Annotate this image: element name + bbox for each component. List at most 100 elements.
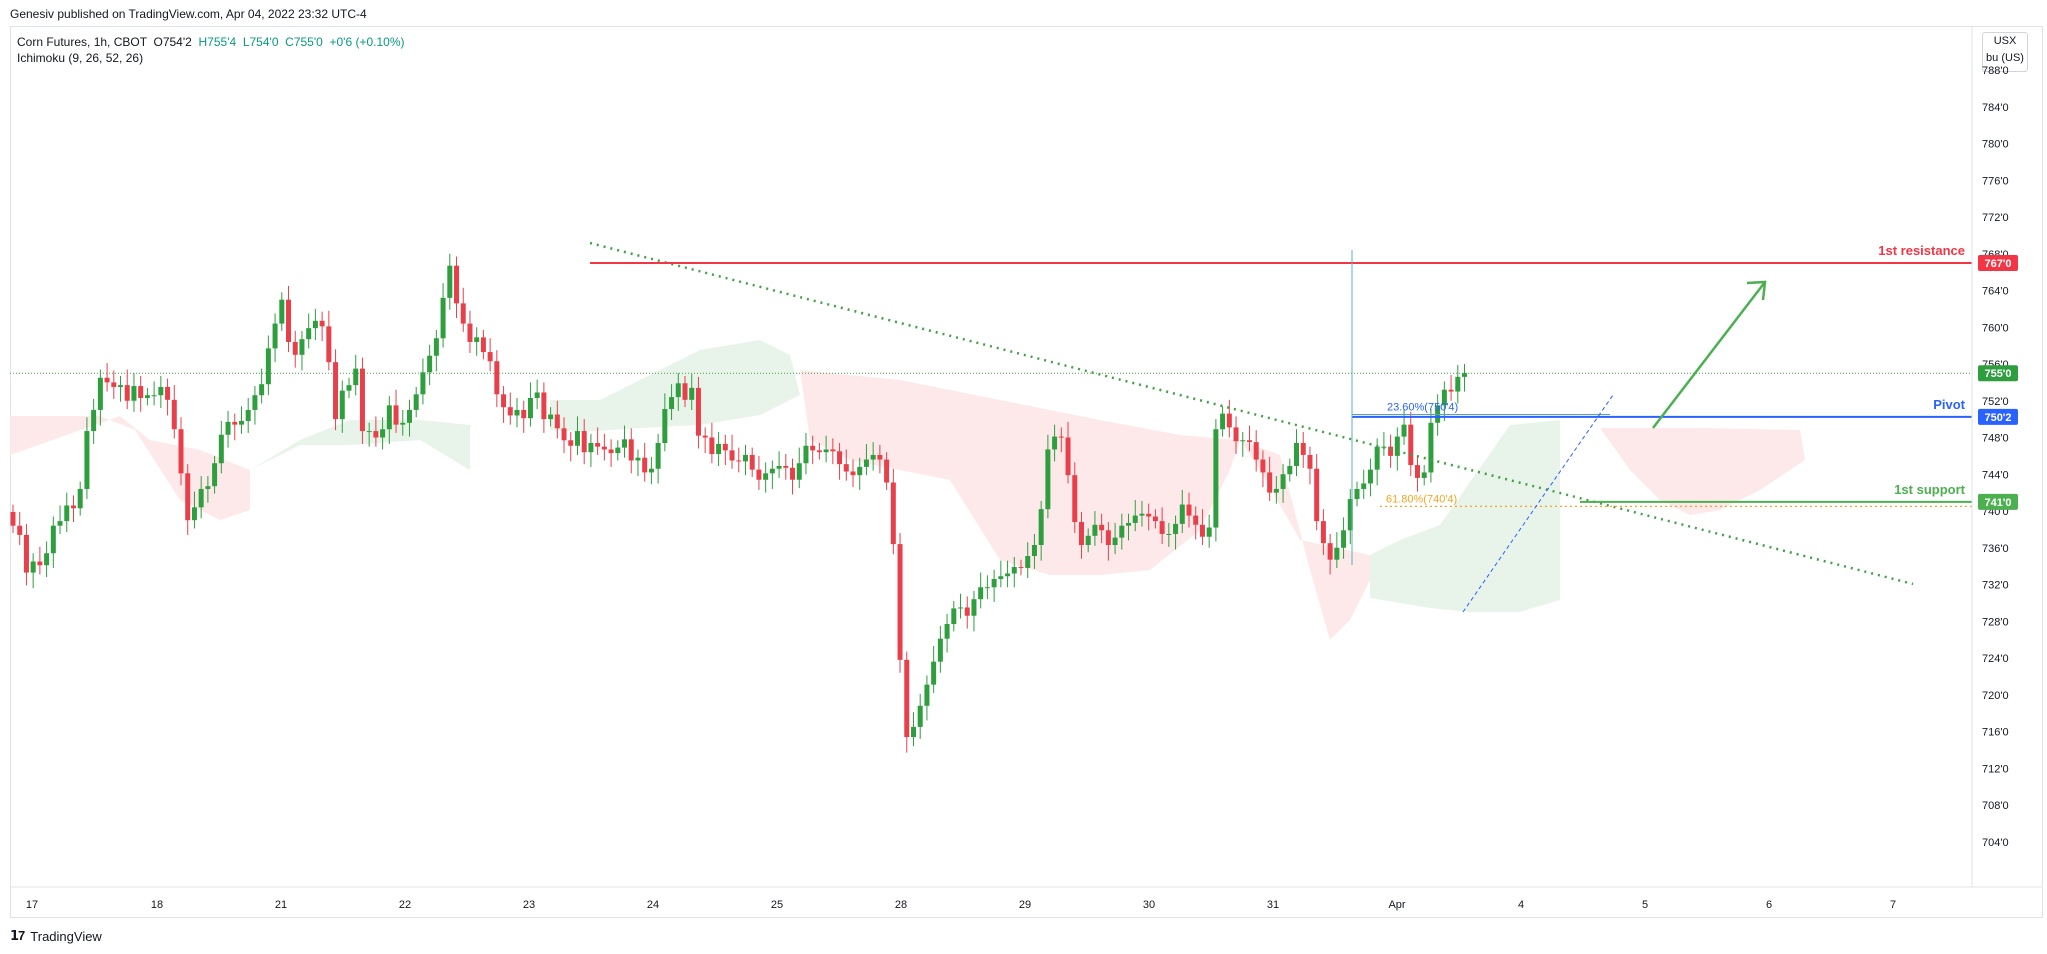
candle-body [212,463,218,487]
candle-body [447,265,453,298]
candle-body [877,454,883,460]
candle-body [588,443,594,453]
x-tick-label: 21 [275,899,287,911]
candle-body [1421,472,1427,478]
candle-body [863,459,869,467]
y-tick-label: 744'0 [1982,469,2009,481]
support-label: 1st support [1894,482,1965,497]
candle-body [1099,524,1105,531]
candle-body [917,705,923,727]
candle-body [165,386,171,400]
ichimoku-cloud-5 [1370,420,1560,612]
symbol-legend[interactable]: Corn Futures, 1h, CBOT O754'2 H755'4 L75… [17,34,405,51]
candle-body [306,328,312,340]
candle-body [958,607,964,609]
x-tick-label: 22 [399,899,411,911]
candle-body [642,457,648,473]
pivot-badge-label: 750'2 [1984,412,2011,424]
candle-body [1307,454,1313,469]
candle-body [1058,436,1064,438]
candle-body [1085,535,1091,545]
candle-body [232,421,238,425]
candle-body [346,385,352,391]
candle-body [480,337,486,353]
candle-body [763,473,769,480]
candle-body [1206,527,1212,537]
y-tick-label: 732'0 [1982,580,2009,592]
y-tick-label: 728'0 [1982,616,2009,628]
candle-body [259,384,265,396]
candle-body [1105,530,1111,545]
change-value: +0'6 (+0.10%) [329,35,405,49]
candle-body [1018,567,1024,569]
candle-body [319,320,325,327]
candle-body [628,439,634,461]
candle-body [467,323,473,342]
candle-body [23,534,29,573]
candle-body [64,505,70,522]
candle-body [964,607,970,616]
candle-body [118,385,124,387]
candle-body [1273,488,1279,493]
candle-body [870,454,876,460]
candle-body [312,320,318,329]
candle-body [84,431,90,489]
candle-body [527,397,533,419]
y-tick-label: 772'0 [1982,212,2009,224]
candle-body [1072,475,1078,523]
candle-body [830,449,836,452]
currency-label: USX [1993,35,2017,47]
candle-body [1280,474,1286,489]
candle-body [951,608,957,625]
x-tick-label: 4 [1518,899,1524,911]
candle-body [884,459,890,483]
candle-body [790,467,796,480]
x-tick-label: 17 [26,899,38,911]
candle-body [326,326,332,363]
candle-body [1112,537,1118,545]
candle-body [1065,437,1071,476]
candle-body [454,265,460,304]
candle-body [924,684,930,706]
candle-body [1267,472,1273,493]
candle-body [783,465,789,468]
candle-body [736,460,742,462]
candle-body [50,525,56,554]
x-tick-label: 25 [771,899,783,911]
footer-brand[interactable]: 𝟭7 TradingView [10,928,102,944]
y-tick-label: 704'0 [1982,837,2009,849]
candle-body [843,464,849,472]
candle-body [1159,521,1165,534]
candle-body [971,599,977,616]
candle-body [1354,488,1360,500]
candle-body [10,511,16,526]
candle-body [722,443,728,451]
candle-body [1260,459,1266,473]
candle-body [353,368,359,386]
candle-body [675,383,681,398]
candle-body [1011,567,1017,574]
candle-body [1179,504,1185,524]
candle-body [608,449,614,454]
x-tick-label: 24 [647,899,659,911]
candle-body [1455,376,1461,392]
currency-unit-selector[interactable]: USX bu (US) [1982,32,2028,72]
candle-body [1334,547,1340,560]
candle-body [534,392,540,398]
unit-label: bu (US) [1986,52,2024,64]
candle-body [662,409,668,444]
ichimoku-cloud-4 [1240,440,1370,640]
resistance-badge [1978,254,2018,271]
x-tick-label: 29 [1019,899,1031,911]
indicator-legend[interactable]: Ichimoku (9, 26, 52, 26) [17,51,144,65]
candle-body [1448,389,1454,392]
publisher-line: Genesiv published on TradingView.com, Ap… [10,7,367,21]
open-value: O754'2 [153,35,192,49]
candle-body [1220,413,1226,430]
candle-body [548,414,554,420]
tradingview-logo-icon: 𝟭7 [10,928,25,943]
y-tick-label: 708'0 [1982,800,2009,812]
fib-anchor-line [1462,394,1614,613]
candle-body [514,409,520,416]
